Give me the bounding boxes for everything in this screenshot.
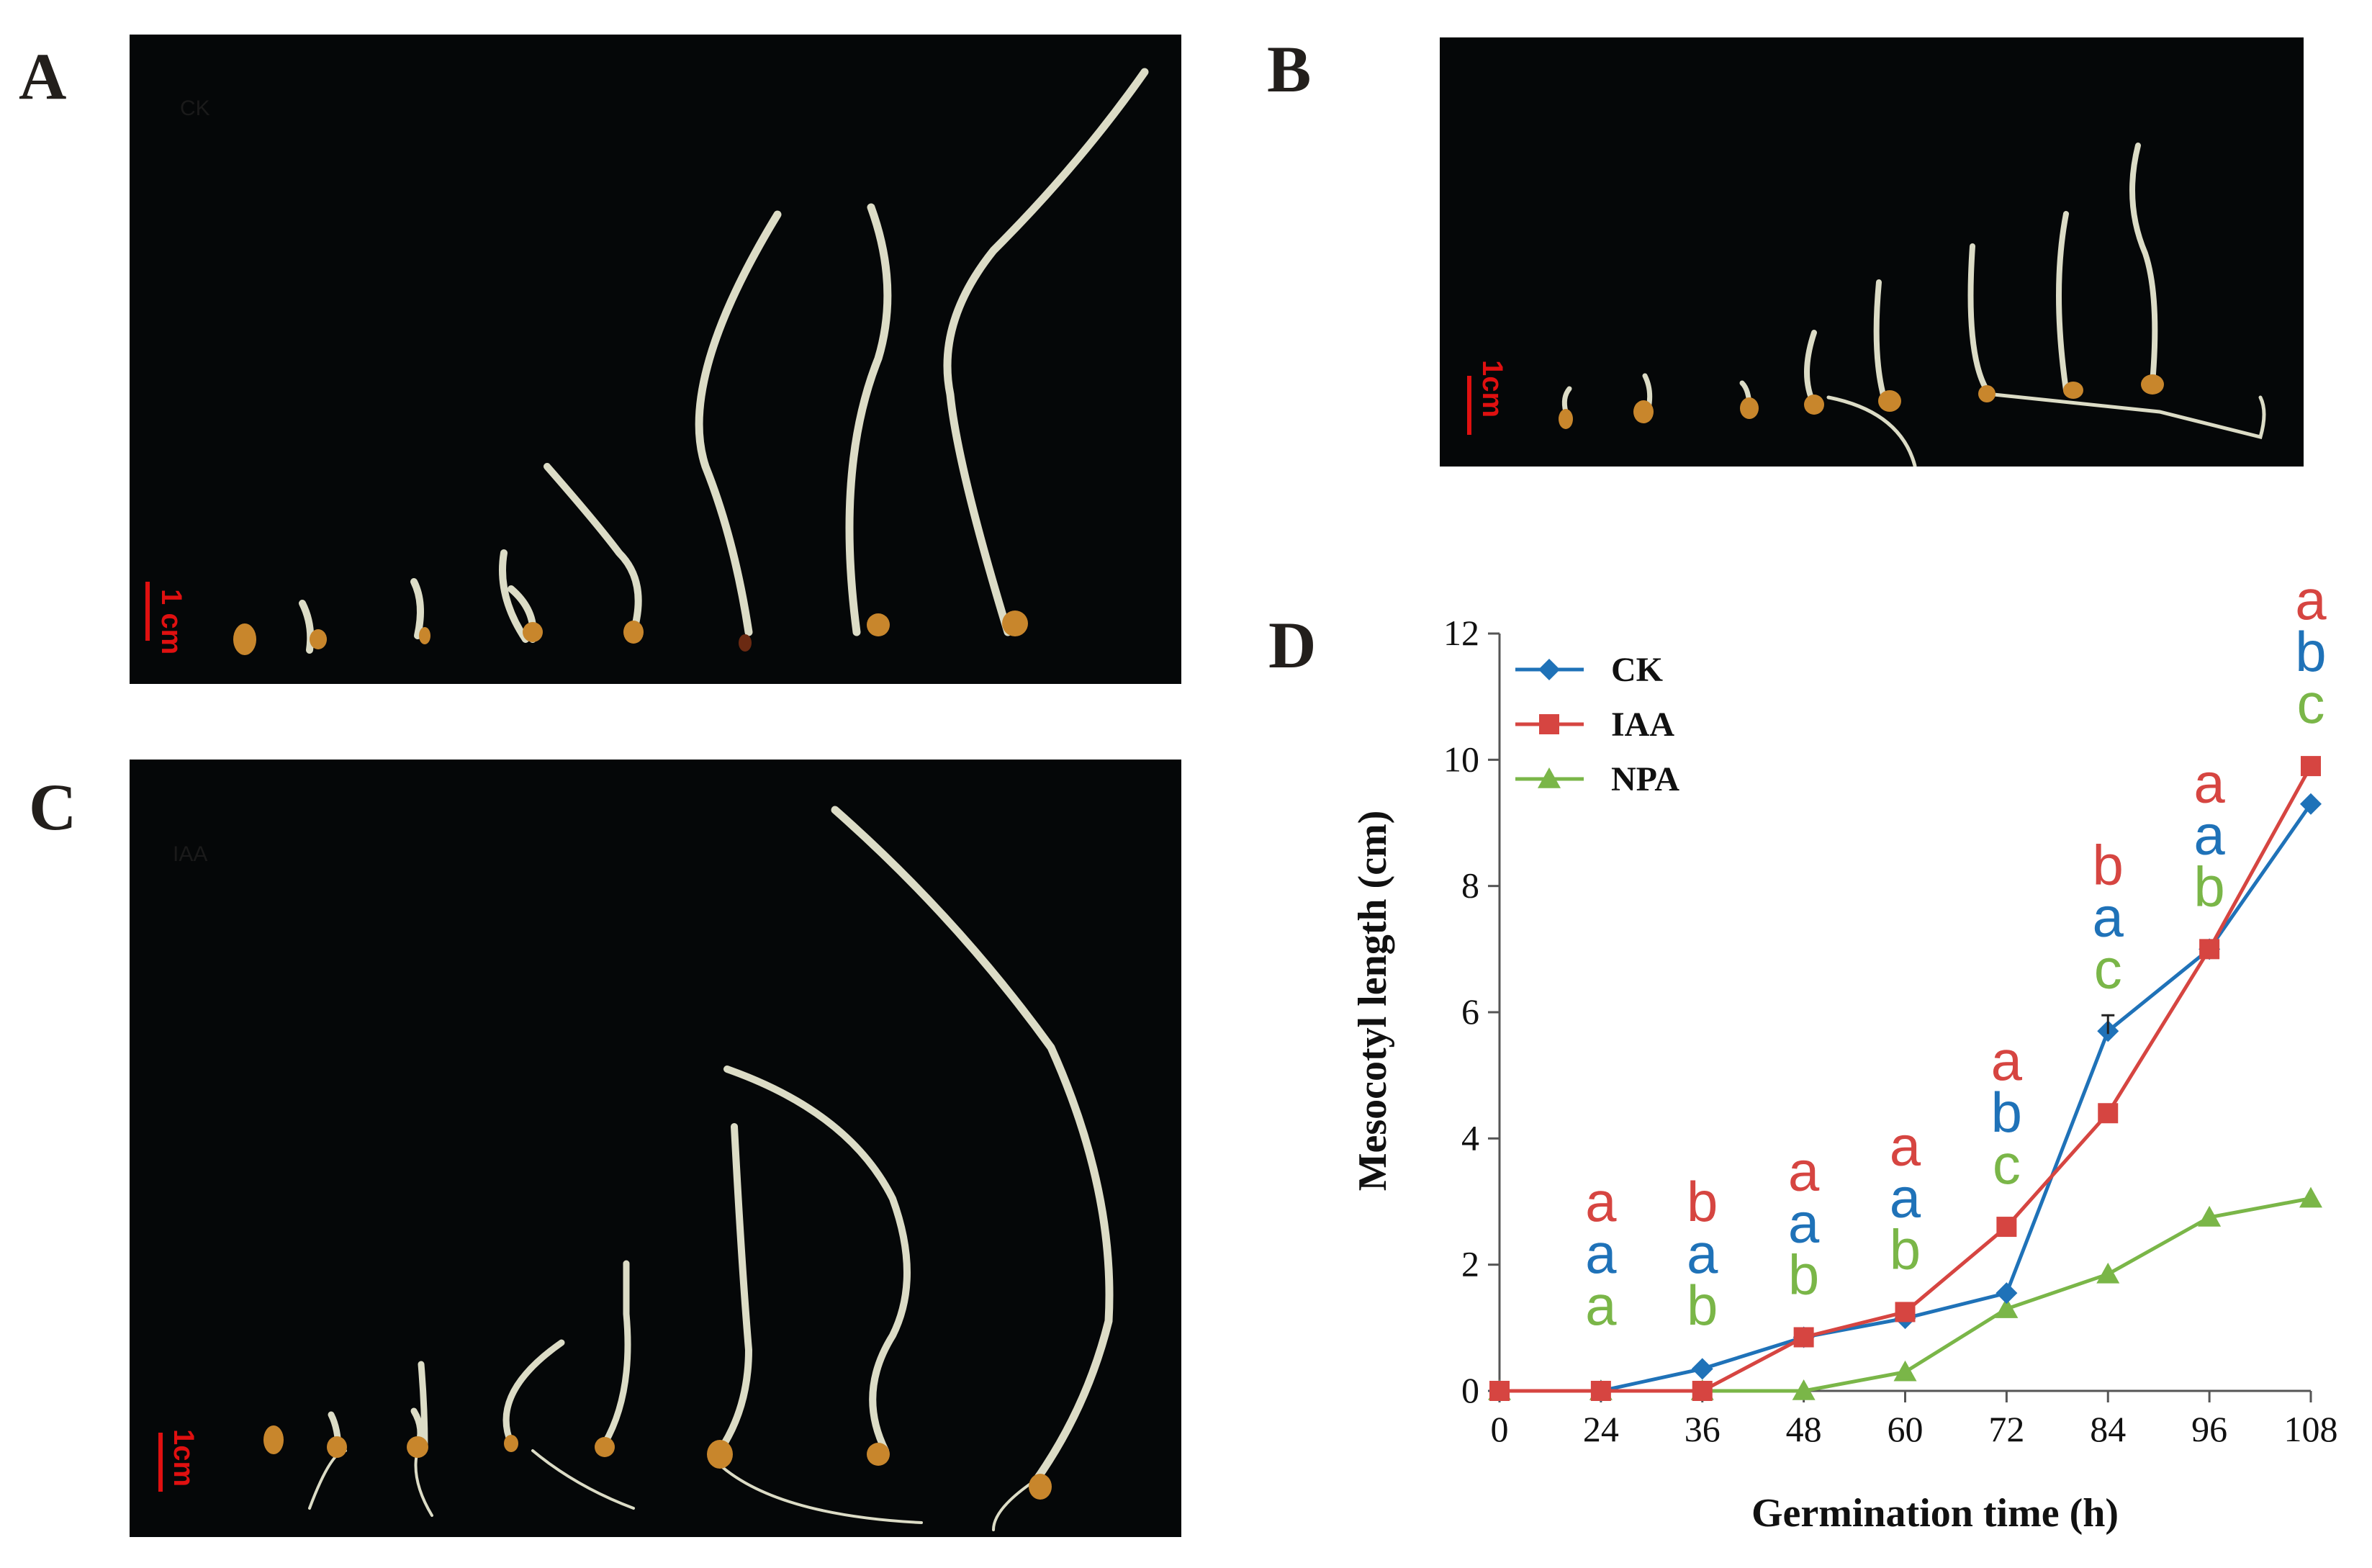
data-point-iaa xyxy=(2098,1103,2119,1124)
data-point-iaa xyxy=(1793,1327,1814,1348)
y-tick-label: 2 xyxy=(1461,1244,1479,1284)
significance-letter-iaa: b xyxy=(2093,833,2124,896)
panel-label-d: D xyxy=(1268,608,1317,682)
y-tick-label: 10 xyxy=(1443,739,1479,779)
photo-a-tag: CK xyxy=(180,96,210,120)
data-point-npa xyxy=(2299,1186,2322,1208)
legend-label-ck: CK xyxy=(1611,651,1663,689)
significance-letter-npa: b xyxy=(1788,1243,1819,1306)
seedlings-a xyxy=(233,68,1149,655)
data-point-npa xyxy=(2198,1205,2222,1227)
data-point-iaa xyxy=(2199,939,2220,960)
x-tick-label: 72 xyxy=(1988,1409,2024,1449)
data-point-iaa xyxy=(1996,1217,2017,1238)
data-point-iaa xyxy=(1692,1381,1713,1401)
data-point-ck xyxy=(2300,793,2322,815)
x-tick-label: 0 xyxy=(1491,1409,1509,1449)
legend-marker-ck xyxy=(1538,659,1560,680)
x-tick-label: 96 xyxy=(2191,1409,2227,1449)
data-point-iaa xyxy=(1489,1381,1510,1401)
data-point-ck xyxy=(1691,1358,1713,1380)
data-point-ck xyxy=(1996,1282,2018,1305)
x-tick-label: 48 xyxy=(1786,1409,1822,1449)
significance-letter-ck: b xyxy=(1991,1081,2022,1144)
significance-letter-ck: b xyxy=(2295,620,2326,683)
scale-bar-b xyxy=(1467,376,1471,435)
x-tick-label: 36 xyxy=(1685,1409,1721,1449)
legend-marker-iaa xyxy=(1539,714,1559,734)
significance-letter-npa: c xyxy=(2094,937,2122,1000)
data-point-npa xyxy=(1893,1360,1917,1382)
significance-letter-ck: a xyxy=(1890,1166,1921,1229)
significance-letter-ck: a xyxy=(1788,1191,1820,1254)
significance-letter-ck: a xyxy=(2093,885,2124,948)
data-point-npa xyxy=(1995,1297,2019,1318)
x-tick-label: 108 xyxy=(2284,1409,2338,1449)
significance-letter-ck: a xyxy=(1585,1222,1617,1285)
data-point-npa xyxy=(2096,1262,2120,1284)
legend-marker-npa xyxy=(1538,767,1561,788)
significance-letter-ck: a xyxy=(2193,803,2225,866)
significance-letter-iaa: a xyxy=(2193,751,2225,814)
x-tick-label: 24 xyxy=(1583,1409,1619,1449)
significance-letter-iaa: a xyxy=(1890,1114,1921,1177)
y-tick-label: 12 xyxy=(1443,613,1479,653)
significance-letter-ck: a xyxy=(1687,1222,1718,1285)
scale-bar-c xyxy=(158,1433,163,1492)
significance-letter-npa: b xyxy=(2193,855,2224,918)
scale-bar-a xyxy=(145,582,150,641)
y-axis-title: Mesocotyl length (cm) xyxy=(1350,811,1395,1191)
series-line-iaa xyxy=(1500,765,2313,1393)
photo-panel-b: 1cm xyxy=(1440,37,2304,467)
x-tick-label: 60 xyxy=(1888,1409,1924,1449)
significance-letter-npa: c xyxy=(2297,672,2325,735)
y-tick-label: 4 xyxy=(1461,1117,1479,1158)
data-point-iaa xyxy=(1895,1302,1916,1323)
significance-letter-iaa: a xyxy=(1788,1139,1820,1202)
panel-label-a: A xyxy=(19,40,67,113)
photo-panel-a: CK 1 cm xyxy=(130,35,1181,684)
y-tick-label: 0 xyxy=(1461,1370,1479,1410)
seedlings-c xyxy=(263,806,1114,1531)
significance-letter-iaa: a xyxy=(1585,1170,1617,1233)
significance-letter-npa: b xyxy=(1890,1217,1921,1281)
panel-label-b: B xyxy=(1267,32,1312,106)
significance-letter-iaa: a xyxy=(2295,568,2327,631)
photo-panel-c: IAA 1cm xyxy=(130,760,1181,1537)
significance-letter-iaa: a xyxy=(1991,1029,2023,1092)
significance-letter-npa: a xyxy=(1585,1274,1617,1337)
y-tick-label: 8 xyxy=(1461,865,1479,906)
legend-label-npa: NPA xyxy=(1611,760,1679,798)
panel-label-c: C xyxy=(29,770,77,844)
legend-label-iaa: IAA xyxy=(1611,706,1674,744)
data-point-iaa xyxy=(1590,1381,1611,1401)
x-tick-label: 84 xyxy=(2090,1409,2126,1449)
significance-letter-npa: b xyxy=(1687,1274,1718,1337)
y-tick-label: 6 xyxy=(1461,991,1479,1032)
x-axis-title: Germination time (h) xyxy=(1751,1491,2119,1536)
significance-letter-iaa: b xyxy=(1687,1170,1718,1233)
seedlings-b xyxy=(1559,143,2266,467)
photo-c-tag: IAA xyxy=(173,842,208,866)
data-point-iaa xyxy=(2301,756,2321,777)
significance-letter-npa: c xyxy=(1993,1132,2021,1196)
data-point-npa xyxy=(1792,1379,1816,1400)
